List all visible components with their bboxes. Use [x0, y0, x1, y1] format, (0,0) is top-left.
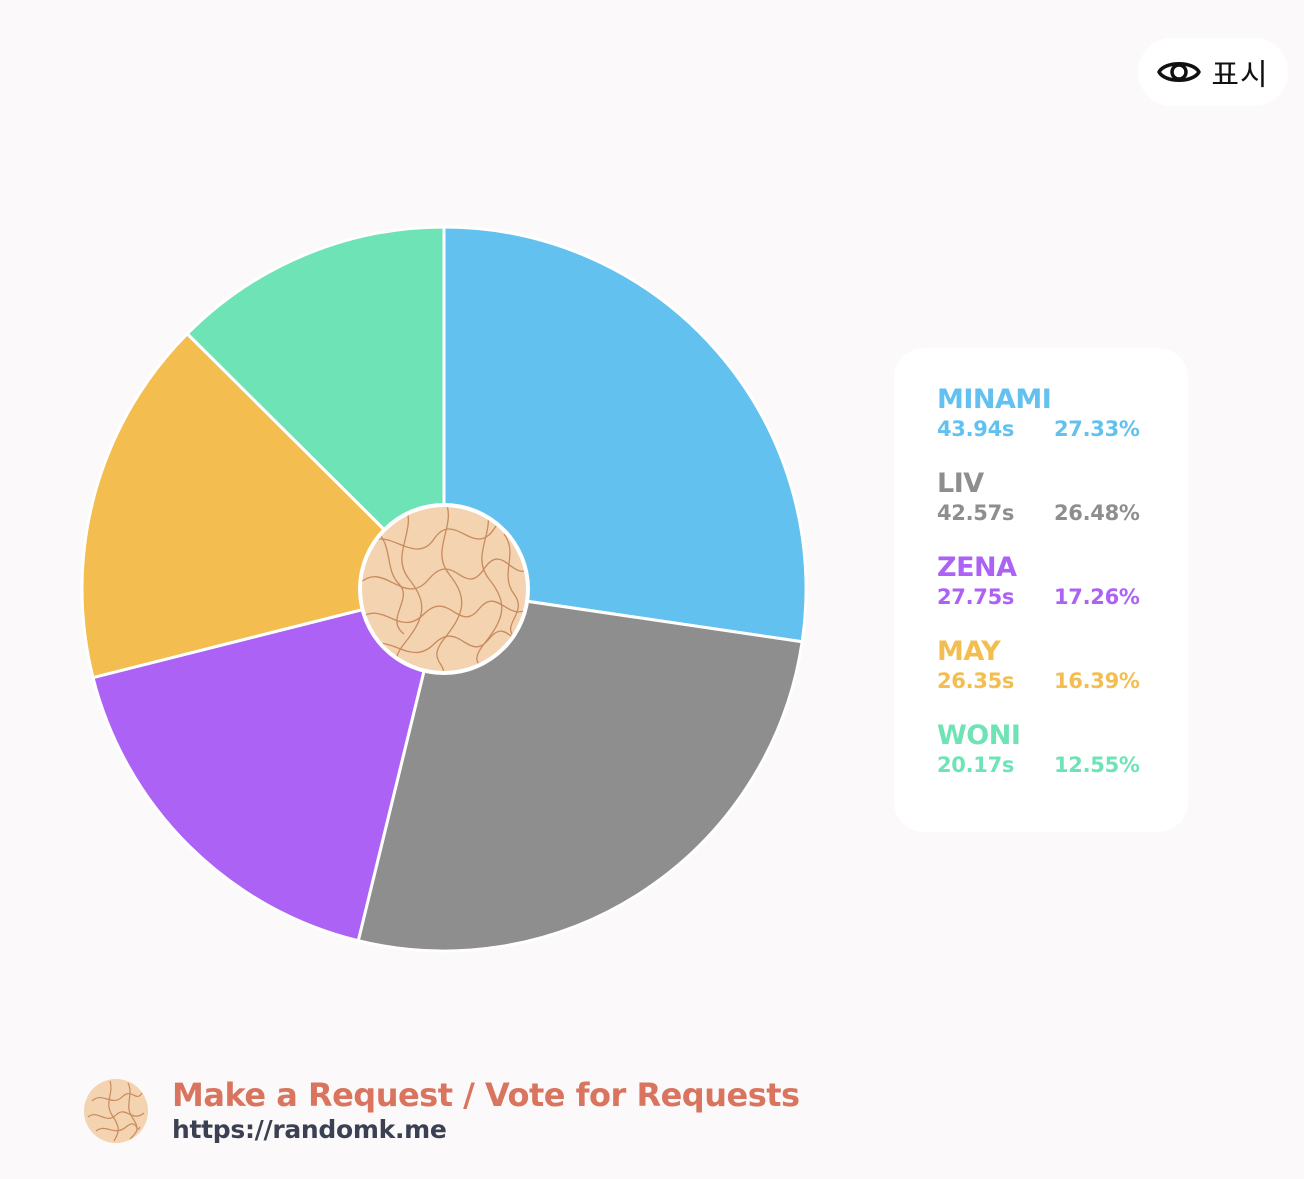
legend-name: WONI: [937, 720, 1021, 751]
pie-slice-liv: [356, 587, 804, 953]
legend-time: 26.35s: [937, 669, 1015, 693]
request-link[interactable]: Make a Request / Vote for Requests: [172, 1076, 800, 1114]
legend-item-woni: WONI 20.17s 12.55%: [937, 720, 1188, 804]
pie-slice-woni: [185, 225, 446, 591]
legend-percent: 27.33%: [1054, 417, 1140, 441]
site-url-link[interactable]: https://randomk.me: [172, 1115, 447, 1144]
legend-percent: 12.55%: [1054, 753, 1140, 777]
pie-chart: [80, 225, 808, 953]
legend-item-may: MAY 26.35s 16.39%: [937, 636, 1188, 720]
pie-slice-minami: [442, 225, 808, 644]
show-toggle-label: 표시: [1211, 58, 1269, 93]
pie-slices: [80, 225, 808, 953]
legend-name: MAY: [937, 636, 1001, 667]
eye-icon: [1157, 62, 1202, 82]
legend-item-zena: ZENA 27.75s 17.26%: [937, 552, 1188, 636]
legend-item-minami: MINAMI 43.94s 27.33%: [937, 384, 1188, 468]
pie-slice-zena: [91, 587, 446, 943]
legend-name: LIV: [937, 468, 984, 499]
center-logo: [358, 503, 530, 675]
legend-percent: 26.48%: [1054, 501, 1140, 525]
legend-name: MINAMI: [937, 384, 1052, 415]
footer-logo-icon: [84, 1079, 148, 1143]
pie-slice-may: [80, 332, 446, 680]
legend-percent: 17.26%: [1054, 585, 1140, 609]
legend-name: ZENA: [937, 552, 1017, 583]
legend-item-liv: LIV 42.57s 26.48%: [937, 468, 1188, 552]
legend-time: 43.94s: [937, 417, 1015, 441]
legend-time: 20.17s: [937, 753, 1015, 777]
show-toggle-button[interactable]: 표시: [1138, 38, 1288, 106]
legend-time: 42.57s: [937, 501, 1015, 525]
legend-percent: 16.39%: [1054, 669, 1140, 693]
legend-card: MINAMI 43.94s 27.33% LIV 42.57s 26.48% Z…: [894, 348, 1188, 832]
legend-time: 27.75s: [937, 585, 1015, 609]
